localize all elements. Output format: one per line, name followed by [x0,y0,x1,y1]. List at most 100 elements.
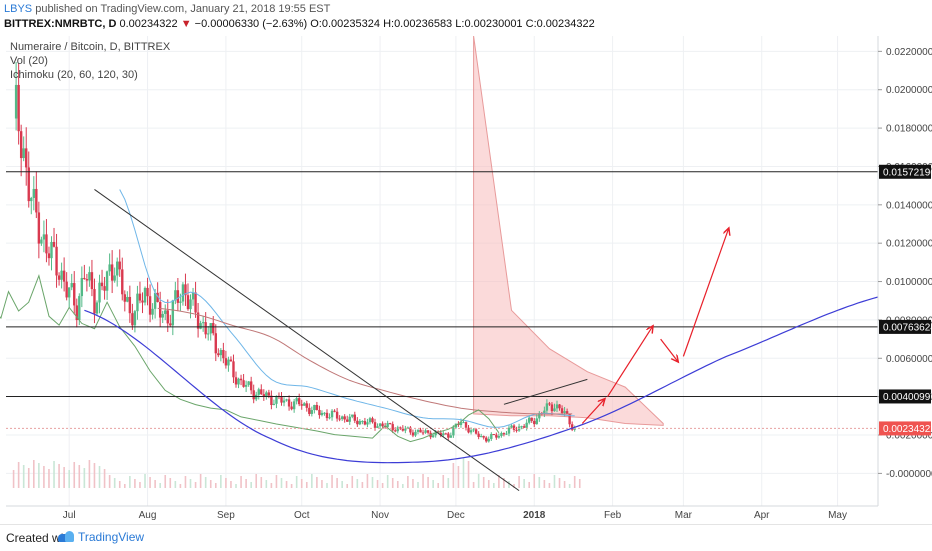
candle-body [394,430,397,432]
candle-body [510,425,513,428]
candle-body [176,290,180,303]
legend-ichimoku[interactable]: Ichimoku (20, 60, 120, 30) [10,69,138,81]
volume-bar [381,483,384,488]
volume-bar [250,482,252,488]
close-label: C: [525,18,537,30]
volume-bar [518,476,520,488]
volume-bar [508,481,510,488]
candle-body [570,424,574,430]
candle-body [237,378,240,385]
ohlc-line: BITTREX:NMRBTC, D 0.00234322 ▼ −0.000063… [4,18,595,30]
candle-body [343,416,346,420]
candle-body [171,300,175,326]
volume-bar [194,482,197,488]
volume-bar [43,466,45,488]
volume-bar [487,480,490,488]
candle-body [305,403,308,408]
author-name[interactable]: LBYS [4,3,33,15]
candle-body [303,403,306,406]
candle-body [247,381,250,385]
volume-bar [422,474,424,488]
change-value: −0.00006330 (−2.63%) [194,18,308,30]
volume-bar [58,464,60,488]
tenkan-line [119,189,575,428]
candle-body [507,427,511,434]
volume-bar [214,483,217,488]
candle-body [239,378,243,381]
candle-body [416,429,420,432]
tradingview-logo[interactable]: TradingView [58,530,144,544]
candle-body [267,392,271,396]
candle-body [158,301,162,318]
candle-body [464,422,468,428]
candle-body [272,403,276,406]
candle-body [249,381,253,391]
volume-bar [220,475,222,488]
x-tick-label: Mar [675,510,693,521]
volume-bar [290,484,293,488]
candle-body [396,427,399,432]
volume-bar [331,475,333,488]
volume-bar [93,463,96,488]
volume-bar [260,477,263,488]
volume-bar [275,475,278,488]
x-tick-label: Jul [63,510,76,521]
candle-body [414,431,417,436]
candle-body [447,433,450,438]
candle-body [485,437,488,442]
candle-body [353,414,356,421]
candle-body [229,359,233,362]
price-chart[interactable]: Jul Aug Sep Oct Nov Dec 2018 Feb Mar Apr May 0.0220… [0,36,932,524]
candle-body [426,430,430,433]
candle-body [479,436,483,438]
candle-body [62,270,66,282]
legend-vol[interactable]: Vol (20) [10,55,48,67]
legend-title[interactable]: Numeraire / Bitcoin, D, BITTREX [10,41,171,53]
candle-body [234,377,238,385]
volume-bar [442,475,445,488]
x-tick-label: Aug [139,510,157,521]
candle-body [366,422,369,425]
candle-body [490,434,493,439]
candle-body [500,433,503,436]
candle-body [110,264,114,281]
last-price: 0.00234322 [119,18,178,30]
volume-bar [204,477,207,488]
last-price-tag [879,421,931,436]
candle-body [310,410,314,414]
candle-body [242,380,245,387]
candle-body [138,293,142,301]
candle-body [151,308,154,315]
candle-body [409,427,412,433]
candle-body [558,404,561,409]
candle-body [287,399,291,407]
volume-bar [78,465,81,488]
volume-bar [361,482,364,488]
volume-bar [402,484,404,488]
volume-bar [376,480,379,488]
close-value: 0.00234322 [536,18,595,30]
volume-bar [53,461,55,488]
candle-body [148,296,152,315]
candle-body [530,417,533,421]
candle-body [255,394,258,400]
candle-body [47,253,51,259]
created-with-text: Created with [6,531,74,545]
candle-body [25,148,28,168]
volume-bar [255,474,258,488]
candle-body [340,416,344,420]
candle-body [482,436,485,438]
candle-body [459,422,463,425]
y-tick-label: 0.00200000 [886,431,932,442]
candle-body [217,353,220,356]
volume-bar [280,478,283,488]
volume-bar [548,483,551,488]
level-price-tag-label: 0.01572196 [883,167,932,178]
volume-bar [179,484,182,488]
candle-body [98,282,101,303]
candle-body [356,420,359,425]
candle-body [348,416,351,422]
candle-body [166,310,169,324]
candle-body [153,292,157,309]
